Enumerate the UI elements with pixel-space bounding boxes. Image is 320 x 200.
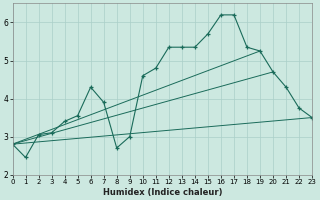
- X-axis label: Humidex (Indice chaleur): Humidex (Indice chaleur): [102, 188, 222, 197]
